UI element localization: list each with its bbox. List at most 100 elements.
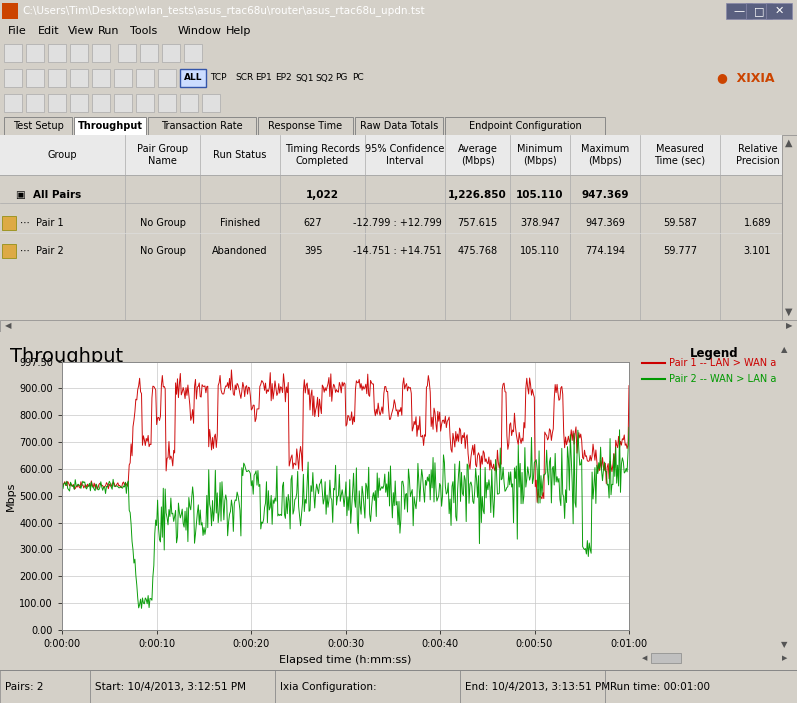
Text: EP1: EP1 (255, 74, 272, 82)
Bar (637, 651, 792, 665)
Text: 757.615: 757.615 (457, 218, 497, 228)
Bar (2, 244, 16, 258)
Text: Edit: Edit (38, 26, 60, 36)
Text: Run time: 00:01:00: Run time: 00:01:00 (610, 682, 710, 692)
Text: ▼: ▼ (785, 307, 793, 317)
Text: PC: PC (352, 74, 363, 82)
Text: 105.110: 105.110 (516, 190, 563, 200)
Text: File: File (8, 26, 27, 36)
Text: Pair 2 -- WAN > LAN a: Pair 2 -- WAN > LAN a (669, 374, 776, 384)
Text: 1,022: 1,022 (306, 190, 339, 200)
Bar (726, 3, 752, 19)
Text: Transaction Rate: Transaction Rate (161, 121, 243, 131)
Text: Pairs: 2: Pairs: 2 (5, 682, 44, 692)
Text: ▶: ▶ (786, 321, 792, 330)
Text: ALL: ALL (184, 74, 202, 82)
Text: Timing Records
Completed: Timing Records Completed (285, 144, 360, 166)
Bar (70, 44, 88, 62)
Text: View: View (68, 26, 95, 36)
Text: Tools: Tools (130, 26, 157, 36)
Bar (118, 44, 136, 62)
Bar (4, 94, 22, 112)
Text: Throughput: Throughput (77, 121, 143, 131)
Text: SCR: SCR (235, 74, 253, 82)
Y-axis label: Mbps: Mbps (6, 482, 16, 510)
Text: Endpoint Configuration: Endpoint Configuration (469, 121, 581, 131)
Bar (140, 44, 158, 62)
Text: No Group: No Group (139, 218, 186, 228)
Text: ▣  All Pairs: ▣ All Pairs (16, 190, 81, 200)
Bar (0, 135, 782, 175)
Bar (4, 44, 22, 62)
Text: 95% Confidence
Interval: 95% Confidence Interval (365, 144, 445, 166)
Text: Abandoned: Abandoned (212, 246, 268, 256)
Text: ⋯  Pair 2: ⋯ Pair 2 (20, 246, 64, 256)
Text: Ixia Configuration:: Ixia Configuration: (280, 682, 377, 692)
Bar (158, 69, 176, 87)
Bar (605, 670, 797, 703)
Bar (651, 653, 681, 663)
Text: TCP: TCP (210, 74, 226, 82)
Text: Test Setup: Test Setup (13, 121, 64, 131)
Text: 1.689: 1.689 (744, 218, 771, 228)
Bar (2, 3, 18, 19)
Text: Pair Group
Name: Pair Group Name (137, 144, 188, 166)
Bar (162, 44, 180, 62)
Bar (48, 44, 66, 62)
Text: ⋯  Pair 1: ⋯ Pair 1 (20, 218, 64, 228)
Bar (0, 670, 90, 703)
Text: -14.751 : +14.751: -14.751 : +14.751 (353, 246, 442, 256)
Text: 627: 627 (304, 218, 323, 228)
Text: Legend: Legend (690, 347, 739, 360)
Text: No Group: No Group (139, 246, 186, 256)
Text: 378.947: 378.947 (520, 218, 560, 228)
Text: Maximum
(Mbps): Maximum (Mbps) (581, 144, 629, 166)
Bar (26, 94, 44, 112)
Text: Throughput: Throughput (10, 347, 123, 366)
Bar (4, 117, 72, 135)
Bar (460, 670, 605, 703)
Text: 3.101: 3.101 (744, 246, 771, 256)
Bar (90, 670, 275, 703)
Bar (355, 117, 443, 135)
Text: ▼: ▼ (781, 640, 787, 650)
Text: Start: 10/4/2013, 3:12:51 PM: Start: 10/4/2013, 3:12:51 PM (95, 682, 246, 692)
Text: Relative
Precision: Relative Precision (736, 144, 779, 166)
Text: ◀: ◀ (642, 655, 647, 661)
Bar (275, 670, 460, 703)
Bar (92, 44, 110, 62)
Bar (26, 44, 44, 62)
Text: ●  XIXIA: ● XIXIA (717, 72, 775, 84)
Text: PG: PG (335, 74, 347, 82)
Text: Average
(Mbps): Average (Mbps) (457, 144, 497, 166)
Bar (258, 117, 353, 135)
Text: 1,226.850: 1,226.850 (448, 190, 507, 200)
Bar (184, 44, 202, 62)
Bar (70, 69, 88, 87)
Bar (4, 69, 22, 87)
Bar (70, 94, 88, 112)
Bar (26, 69, 44, 87)
Bar (746, 3, 772, 19)
Text: Pair 1 -- LAN > WAN a: Pair 1 -- LAN > WAN a (669, 358, 776, 368)
Text: Response Time: Response Time (269, 121, 343, 131)
Text: ▶: ▶ (782, 655, 787, 661)
Bar (92, 69, 110, 87)
Text: EP2: EP2 (275, 74, 292, 82)
Bar (766, 3, 792, 19)
Text: Window: Window (178, 26, 222, 36)
Bar (180, 69, 206, 87)
Text: ▲: ▲ (785, 138, 793, 148)
Text: Group: Group (48, 150, 77, 160)
Text: Run: Run (98, 26, 120, 36)
Text: —: — (733, 6, 744, 16)
Text: -12.799 : +12.799: -12.799 : +12.799 (353, 218, 442, 228)
Bar (2, 216, 16, 230)
Text: 59.777: 59.777 (663, 246, 697, 256)
Text: Minimum
(Mbps): Minimum (Mbps) (517, 144, 563, 166)
Bar (180, 94, 198, 112)
Text: Run Status: Run Status (214, 150, 267, 160)
Text: 59.587: 59.587 (663, 218, 697, 228)
Bar (48, 94, 66, 112)
Text: ▲: ▲ (781, 345, 787, 354)
